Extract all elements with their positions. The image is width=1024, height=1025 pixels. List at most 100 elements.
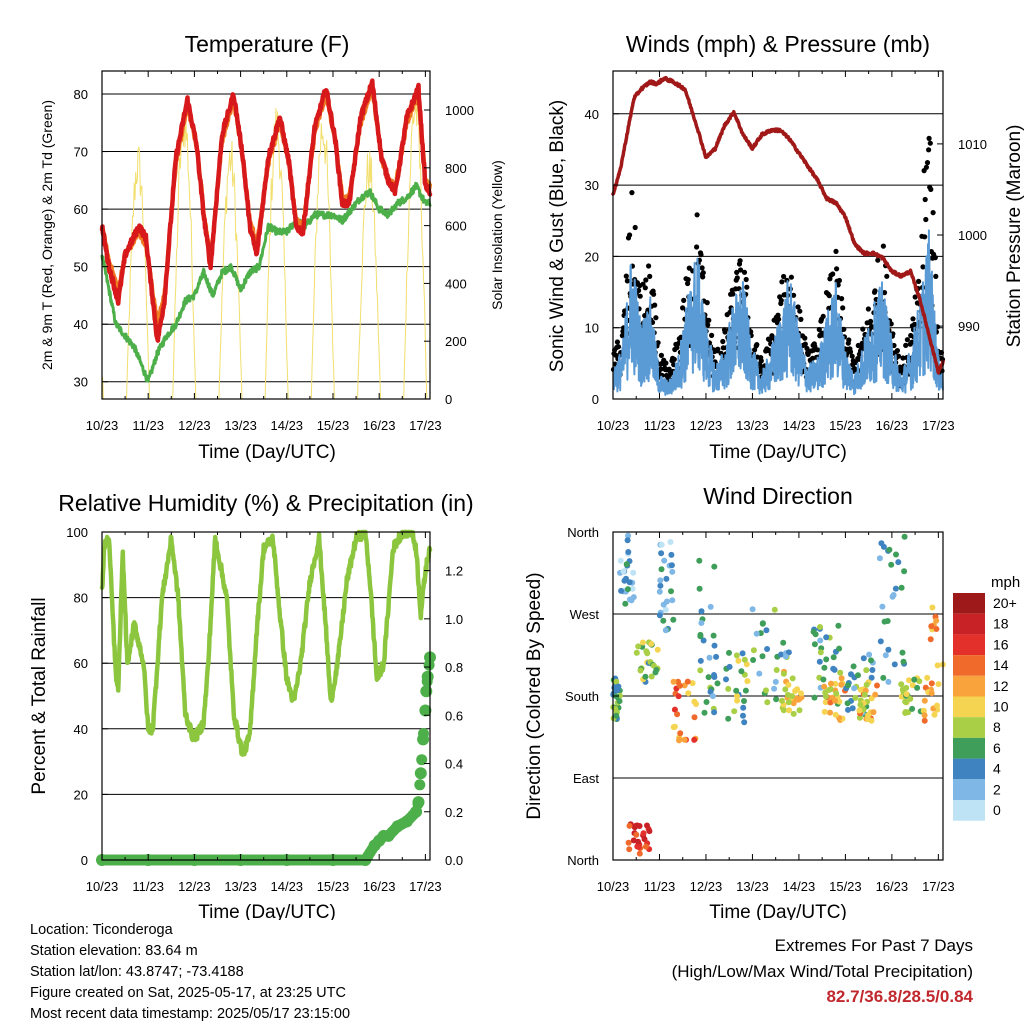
gust-point <box>737 258 743 264</box>
gust-point <box>922 234 928 240</box>
direction-point <box>899 649 906 656</box>
legend-swatch <box>953 696 985 718</box>
direction-point <box>741 698 747 704</box>
direction-point <box>852 694 859 701</box>
direction-point <box>901 568 908 575</box>
gust-point <box>880 243 887 249</box>
gust-point <box>730 291 736 297</box>
y-tick-label: 100 <box>66 525 88 540</box>
legend-swatch <box>953 779 985 800</box>
direction-point <box>684 678 691 685</box>
direction-point <box>922 684 929 691</box>
direction-point <box>811 694 818 701</box>
direction-point <box>857 701 864 708</box>
direction-point <box>902 709 909 715</box>
temperature-panel: Temperature (F) Time (Day/UTC) 2m & 9m T… <box>39 31 505 463</box>
gust-point <box>734 275 740 281</box>
x-tick-label: 16/23 <box>363 418 396 433</box>
direction-point <box>749 606 756 613</box>
legend-swatch <box>953 717 985 738</box>
gust-point <box>909 339 915 345</box>
direction-point <box>625 549 632 555</box>
gust-point <box>629 190 635 196</box>
gust-point <box>709 332 715 338</box>
gust-point <box>798 316 804 322</box>
direction-point <box>837 669 844 676</box>
direction-point <box>850 663 857 670</box>
direction-point <box>780 707 787 714</box>
direction-cluster <box>921 604 946 724</box>
gust-point <box>647 273 653 279</box>
gust-point <box>860 326 866 332</box>
x-tick-label: 15/23 <box>829 418 862 433</box>
direction-point <box>661 557 668 564</box>
direction-point <box>876 555 883 562</box>
direction-point <box>857 686 864 693</box>
meteogram-figure: Temperature (F) Time (Day/UTC) 2m & 9m T… <box>29 31 1024 920</box>
direction-point <box>789 675 796 682</box>
direction-point <box>879 603 886 610</box>
gust-point <box>743 276 749 283</box>
direction-point <box>921 697 928 704</box>
direction-point <box>830 654 837 661</box>
station-location: Location: Ticonderoga <box>30 922 173 938</box>
direction-point <box>711 642 718 649</box>
direction-point <box>620 568 627 575</box>
direction-point <box>821 708 828 715</box>
extremes-subheading: (High/Low/Max Wind/Total Precipitation) <box>671 961 973 981</box>
direction-point <box>863 667 870 674</box>
direction-legend-title: mph <box>991 574 1020 591</box>
y2-tick-label: 0.4 <box>445 757 463 772</box>
gust-point <box>868 318 874 324</box>
direction-point <box>868 695 875 702</box>
gust-point <box>663 360 669 366</box>
direction-point <box>642 843 649 850</box>
legend-label: 6 <box>993 740 1001 756</box>
direction-point <box>782 686 789 693</box>
direction-point <box>689 680 696 687</box>
y-tick-label: East <box>573 771 599 786</box>
direction-point <box>901 533 908 540</box>
direction-point <box>866 651 873 658</box>
legend-label: 14 <box>993 657 1009 673</box>
direction-point <box>644 650 651 657</box>
direction-point <box>817 637 824 644</box>
direction-point <box>833 690 840 697</box>
direction-point <box>849 705 856 712</box>
direction-point <box>640 830 647 837</box>
x-tick-label: 11/23 <box>644 879 676 894</box>
temperature-plot-frame <box>101 70 431 400</box>
gust-point <box>674 344 680 351</box>
gust-point <box>820 313 826 319</box>
gust-point <box>833 248 839 254</box>
direction-point <box>877 638 884 645</box>
direction-point <box>701 709 708 716</box>
gust-point <box>775 312 781 318</box>
gust-point <box>916 278 922 284</box>
direction-point <box>648 640 655 647</box>
direction-point <box>674 711 681 718</box>
gust-point <box>738 267 744 273</box>
direction-point <box>878 540 885 547</box>
direction-point <box>927 636 934 643</box>
direction-point <box>772 678 779 685</box>
x-tick-label: 12/23 <box>690 879 723 894</box>
direction-point <box>669 568 676 575</box>
legend-label: 2 <box>993 781 1001 797</box>
direction-point <box>734 693 740 699</box>
gust-point <box>788 274 795 280</box>
direction-point <box>669 597 676 604</box>
gust-point <box>884 273 890 279</box>
direction-point <box>691 736 698 743</box>
direction-point <box>685 690 692 697</box>
legend-label: 10 <box>993 699 1009 715</box>
direction-point <box>861 691 868 698</box>
direction-point <box>622 600 629 607</box>
direction-cluster <box>656 539 677 634</box>
gust-point <box>681 297 687 303</box>
x-tick-label: 16/23 <box>876 418 909 433</box>
direction-point <box>921 717 928 724</box>
direction-point <box>782 653 789 660</box>
direction-point <box>648 673 655 680</box>
direction-point <box>733 652 740 659</box>
